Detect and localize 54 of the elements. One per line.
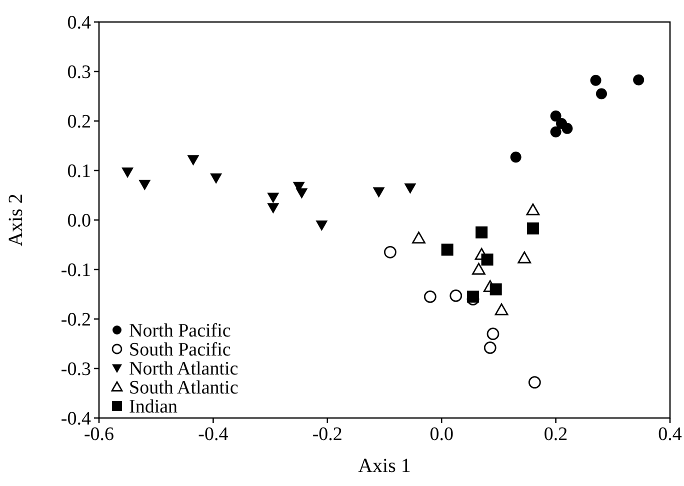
x-tick-label: 0.0	[430, 424, 454, 445]
point	[450, 290, 462, 302]
point	[550, 126, 562, 138]
point	[562, 122, 573, 134]
x-axis-title: Axis 1	[358, 455, 411, 477]
y-tick-label: 0.3	[67, 62, 91, 84]
legend-label: Indian	[129, 396, 178, 418]
point	[138, 180, 151, 190]
x-tick-label: 0.4	[658, 424, 682, 445]
y-tick-label: 0.2	[67, 112, 91, 133]
y-axis-title: Axis 2	[5, 194, 27, 246]
point	[484, 342, 496, 354]
point	[526, 203, 540, 216]
point	[510, 152, 522, 163]
point	[494, 303, 508, 316]
point	[384, 246, 396, 258]
point	[424, 290, 436, 303]
point	[122, 167, 134, 178]
y-tick-label: -0.1	[60, 260, 91, 282]
point	[486, 328, 500, 340]
point	[476, 226, 488, 238]
point	[316, 220, 328, 231]
point	[267, 192, 280, 204]
x-tick-label: 0.2	[544, 424, 568, 445]
y-tick-label: -0.3	[60, 359, 91, 380]
point	[490, 283, 502, 296]
legend-label: North Atlantic	[129, 358, 238, 380]
point	[528, 376, 541, 389]
point	[267, 203, 280, 214]
point	[404, 183, 416, 194]
y-tick-label: -0.2	[60, 310, 91, 331]
x-tick-label: -0.4	[198, 424, 229, 445]
point	[296, 188, 308, 199]
point	[550, 110, 562, 122]
y-tick-label: 0.4	[67, 12, 92, 34]
point	[187, 155, 200, 166]
legend-label: North Pacific	[129, 320, 231, 342]
point	[633, 74, 644, 86]
point	[518, 251, 532, 264]
x-tick-label: -0.2	[312, 424, 342, 445]
point	[590, 74, 602, 86]
y-tick-label: 0.0	[67, 210, 91, 232]
point	[210, 173, 222, 184]
y-tick-label: 0.1	[67, 161, 91, 182]
point	[526, 222, 539, 234]
point	[441, 244, 454, 256]
point	[481, 254, 494, 266]
point	[412, 232, 426, 244]
point	[596, 88, 607, 100]
point	[472, 262, 486, 275]
point	[372, 187, 385, 198]
point	[467, 290, 480, 303]
legend-label: South Pacific	[129, 340, 231, 361]
legend-label: South Atlantic	[129, 378, 238, 399]
